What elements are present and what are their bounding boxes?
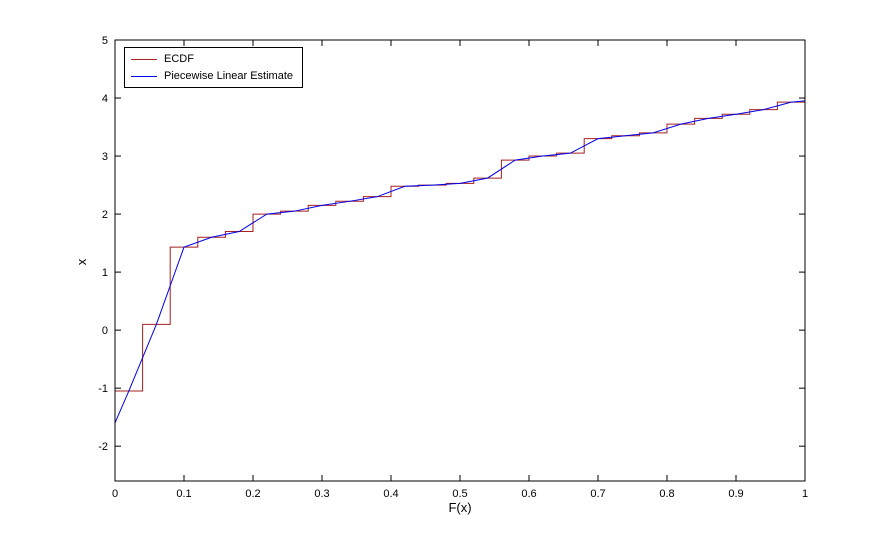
y-tick-label: 5 [102, 35, 108, 47]
data-series [114, 100, 806, 424]
axes-border [114, 39, 806, 482]
series-piecewise-linear-estimate [114, 100, 806, 424]
x-axis-label: F(x) [448, 500, 471, 515]
y-tick-label: 0 [102, 325, 108, 337]
x-tick-label: 0.2 [245, 488, 260, 500]
series-ecdf [115, 101, 805, 392]
x-tick-label: 0.8 [659, 488, 674, 500]
y-tick-label: 4 [102, 93, 108, 105]
legend-label: Piecewise Linear Estimate [164, 70, 294, 82]
legend: ECDF Piecewise Linear Estimate [124, 47, 304, 88]
x-tick-label: 0.4 [383, 488, 398, 500]
y-tick-label: 1 [102, 267, 108, 279]
y-tick-label: -2 [98, 441, 108, 453]
x-tick-label: 1 [802, 488, 808, 500]
y-tick-label: -1 [98, 383, 108, 395]
x-tick-label: 0 [112, 488, 118, 500]
x-tick-label: 0.5 [452, 488, 467, 500]
axis-ticks: 0 0.1 0.2 0.3 0.4 0.5 0.6 0.7 0.8 0.9 1 -2 -1 0 1 2 3 4 5 [98, 35, 808, 500]
x-tick-label: 0.1 [176, 488, 191, 500]
y-axis-label: x [74, 258, 89, 265]
x-tick-label: 0.3 [314, 488, 329, 500]
x-tick-label: 0.7 [590, 488, 605, 500]
x-tick-label: 0.6 [521, 488, 536, 500]
legend-item: ECDF [131, 52, 293, 66]
legend-item: Piecewise Linear Estimate [131, 69, 293, 83]
y-tick-label: 3 [102, 151, 108, 163]
x-tick-label: 0.9 [728, 488, 743, 500]
legend-line-sample [131, 58, 157, 60]
legend-line-sample [131, 75, 157, 77]
legend-label: ECDF [164, 53, 194, 65]
y-tick-label: 2 [102, 209, 108, 221]
